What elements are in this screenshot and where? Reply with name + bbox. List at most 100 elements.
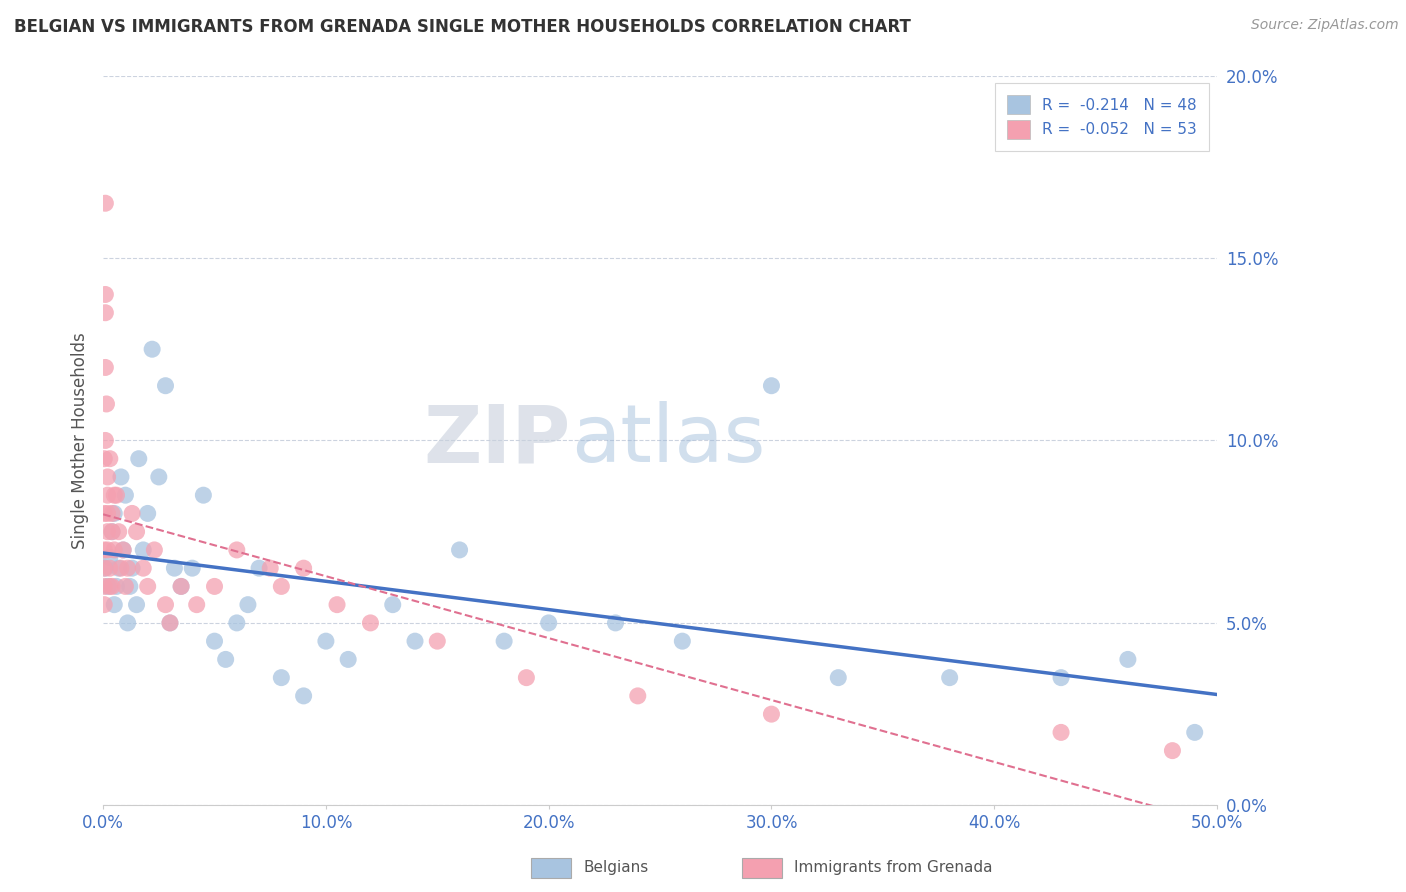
Point [236,598,259,612]
Point [98,579,121,593]
Point [96,397,118,411]
Point [605,615,627,630]
Point [225,615,247,630]
Point [107,561,129,575]
Point [1050,671,1073,685]
Point [426,634,449,648]
Point [110,561,132,575]
Point [827,671,849,685]
Point [93,507,115,521]
Point [247,561,270,575]
Point [1184,725,1206,739]
Point [101,507,124,521]
Point [114,579,136,593]
Point [94,306,117,320]
Point [132,561,155,575]
Point [515,671,537,685]
Point [97,488,120,502]
Text: Immigrants from Grenada: Immigrants from Grenada [794,860,993,874]
Point [93,579,115,593]
Point [117,561,139,575]
Point [315,634,337,648]
Point [148,470,170,484]
Point [114,488,136,502]
Point [98,451,121,466]
Point [181,561,204,575]
Point [938,671,960,685]
Point [337,652,360,666]
Point [159,615,181,630]
Point [93,598,115,612]
Text: Source: ZipAtlas.com: Source: ZipAtlas.com [1251,18,1399,32]
Point [103,598,125,612]
Point [105,488,128,502]
Point [101,524,124,539]
Point [97,579,120,593]
Text: ZIP: ZIP [423,401,571,479]
Point [537,615,560,630]
Y-axis label: Single Mother Households: Single Mother Households [72,332,89,549]
Point [141,342,163,356]
Point [627,689,650,703]
Point [671,634,693,648]
Point [193,488,215,502]
Point [132,543,155,558]
Point [94,434,117,448]
Point [94,360,117,375]
Point [155,378,177,392]
Point [143,543,166,558]
Point [94,287,117,301]
Point [170,579,193,593]
Point [170,579,193,593]
Point [128,451,150,466]
Point [125,524,148,539]
Point [449,543,471,558]
Point [97,470,120,484]
Point [121,507,143,521]
Point [117,615,139,630]
Point [101,579,124,593]
Point [1050,725,1073,739]
Point [101,524,124,539]
Point [110,470,132,484]
Point [97,524,120,539]
Point [1116,652,1139,666]
Point [112,543,135,558]
Point [93,451,115,466]
Text: BELGIAN VS IMMIGRANTS FROM GRENADA SINGLE MOTHER HOUSEHOLDS CORRELATION CHART: BELGIAN VS IMMIGRANTS FROM GRENADA SINGL… [14,18,911,36]
Point [98,550,121,565]
Point [105,579,128,593]
Point [214,652,236,666]
Point [259,561,281,575]
Point [761,707,783,722]
Point [381,598,404,612]
Point [94,196,117,211]
Legend: R =  -0.214   N = 48, R =  -0.052   N = 53: R = -0.214 N = 48, R = -0.052 N = 53 [995,83,1209,151]
Text: atlas: atlas [571,401,765,479]
Point [94,561,117,575]
Point [404,634,426,648]
Point [121,561,143,575]
Point [494,634,516,648]
Point [93,561,115,575]
Point [204,634,226,648]
Point [359,615,381,630]
Point [125,598,148,612]
Point [103,507,125,521]
Point [97,543,120,558]
Point [112,543,135,558]
Text: Belgians: Belgians [583,860,648,874]
Point [93,543,115,558]
Point [225,543,247,558]
Point [136,507,159,521]
Point [103,543,125,558]
Point [97,507,120,521]
Point [163,561,186,575]
Point [292,561,315,575]
Point [270,671,292,685]
Point [292,689,315,703]
Point [98,561,121,575]
Point [107,524,129,539]
Point [204,579,226,593]
Point [1161,744,1184,758]
